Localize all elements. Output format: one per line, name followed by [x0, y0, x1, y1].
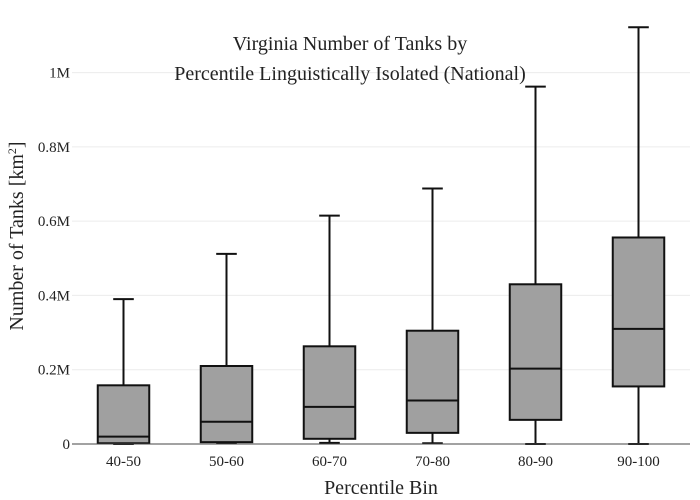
y-tick-label: 1M — [49, 66, 70, 82]
iqr-box — [611, 236, 666, 388]
y-tick-labels: 0 0.2M 0.4M 0.6M 0.8M 1M — [38, 66, 70, 453]
iqr-box — [405, 329, 460, 434]
y-axis-label-main: Number of Tanks [km — [6, 154, 28, 331]
x-tick-label: 60-70 — [312, 454, 347, 470]
box-50-60 — [199, 252, 254, 445]
x-tick-label: 80-90 — [518, 454, 553, 470]
y-tick-label: 0.4M — [38, 288, 70, 304]
box-40-50 — [96, 298, 151, 445]
iqr-box — [96, 384, 151, 445]
box-80-90 — [508, 85, 563, 445]
x-tick-label: 90-100 — [617, 454, 660, 470]
iqr-box — [508, 283, 563, 421]
box-60-70 — [302, 214, 357, 444]
chart-title-line-1: Virginia Number of Tanks by — [233, 33, 467, 55]
y-axis-label-close: ] — [6, 141, 28, 148]
x-tick-labels: 40-50 50-60 60-70 70-80 80-90 90-100 — [106, 454, 660, 470]
chart-title-line-2: Percentile Linguistically Isolated (Nati… — [174, 63, 526, 85]
iqr-box — [302, 345, 357, 440]
y-tick-label: 0 — [63, 437, 71, 453]
x-tick-label: 50-60 — [209, 454, 244, 470]
y-tick-label: 0.2M — [38, 363, 70, 379]
y-tick-label: 0.6M — [38, 214, 70, 230]
box-90-100 — [611, 26, 666, 445]
y-tick-label: 0.8M — [38, 140, 70, 156]
box-70-80 — [405, 187, 460, 445]
boxes — [96, 26, 666, 445]
iqr-box — [199, 365, 254, 444]
x-axis-label: Percentile Bin — [324, 477, 438, 499]
y-axis-label-superscript: 2 — [5, 148, 19, 154]
x-tick-label: 40-50 — [106, 454, 141, 470]
y-axis-label: Number of Tanks [km2] — [5, 141, 28, 330]
x-tick-label: 70-80 — [415, 454, 450, 470]
gridlines — [72, 72, 690, 371]
